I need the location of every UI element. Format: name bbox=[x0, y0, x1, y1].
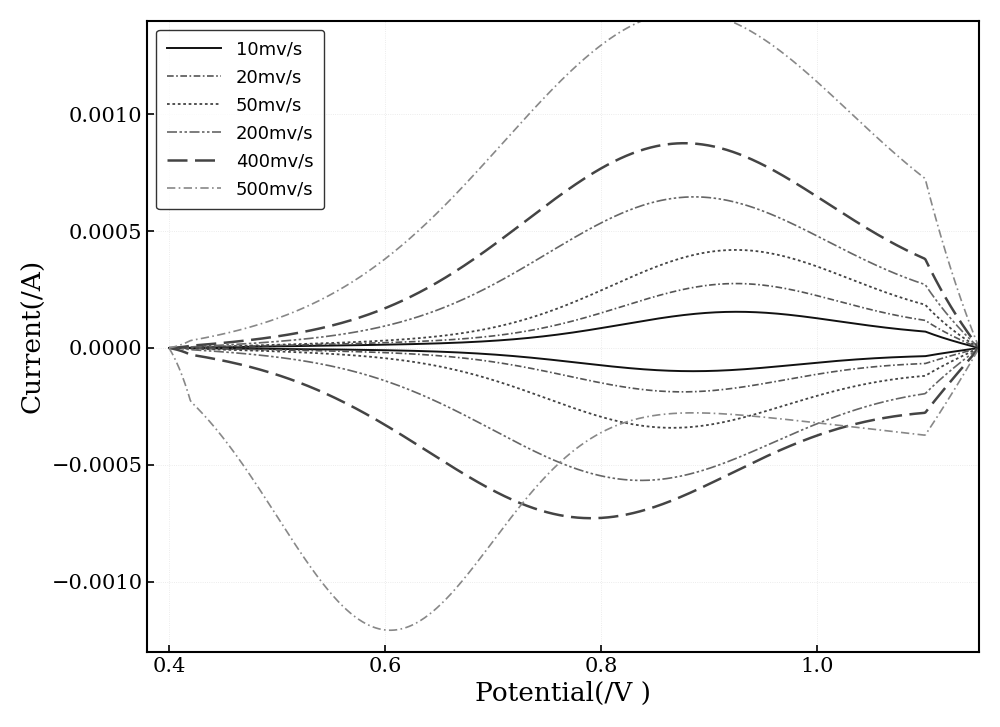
Line: 400mv/s: 400mv/s bbox=[169, 348, 979, 518]
400mv/s bbox=[973, 344, 985, 353]
50mv/s bbox=[778, 401, 790, 410]
200mv/s bbox=[633, 476, 645, 485]
500mv/s bbox=[656, 410, 668, 419]
50mv/s bbox=[680, 423, 692, 432]
Y-axis label: Current(/A): Current(/A) bbox=[21, 259, 46, 414]
500mv/s bbox=[973, 344, 985, 353]
400mv/s bbox=[213, 356, 225, 364]
200mv/s bbox=[778, 433, 790, 442]
200mv/s bbox=[973, 344, 985, 353]
500mv/s bbox=[634, 414, 646, 422]
500mv/s bbox=[680, 409, 692, 417]
Legend: 10mv/s, 20mv/s, 50mv/s, 200mv/s, 400mv/s, 500mv/s: 10mv/s, 20mv/s, 50mv/s, 200mv/s, 400mv/s… bbox=[156, 30, 324, 209]
50mv/s bbox=[666, 423, 678, 432]
200mv/s bbox=[656, 475, 668, 483]
200mv/s bbox=[636, 476, 648, 485]
500mv/s bbox=[384, 626, 396, 635]
20mv/s bbox=[676, 387, 688, 396]
10mv/s bbox=[163, 344, 175, 353]
500mv/s bbox=[213, 428, 225, 437]
20mv/s bbox=[680, 387, 692, 396]
200mv/s bbox=[680, 470, 692, 479]
10mv/s bbox=[655, 366, 667, 374]
Line: 50mv/s: 50mv/s bbox=[169, 348, 979, 427]
Line: 10mv/s: 10mv/s bbox=[169, 348, 979, 371]
500mv/s bbox=[778, 415, 790, 424]
20mv/s bbox=[213, 345, 225, 353]
20mv/s bbox=[778, 376, 790, 385]
200mv/s bbox=[163, 344, 175, 353]
400mv/s bbox=[778, 444, 790, 453]
500mv/s bbox=[862, 425, 874, 433]
500mv/s bbox=[163, 344, 175, 353]
Line: 200mv/s: 200mv/s bbox=[169, 348, 979, 481]
10mv/s bbox=[213, 344, 225, 353]
20mv/s bbox=[973, 344, 985, 353]
400mv/s bbox=[585, 514, 597, 523]
10mv/s bbox=[973, 344, 985, 353]
50mv/s bbox=[163, 344, 175, 353]
400mv/s bbox=[634, 507, 646, 515]
400mv/s bbox=[680, 490, 692, 499]
200mv/s bbox=[213, 348, 225, 356]
10mv/s bbox=[778, 361, 790, 370]
10mv/s bbox=[687, 367, 699, 376]
10mv/s bbox=[633, 365, 645, 374]
20mv/s bbox=[655, 387, 667, 395]
20mv/s bbox=[862, 363, 874, 371]
50mv/s bbox=[973, 344, 985, 353]
400mv/s bbox=[163, 344, 175, 353]
50mv/s bbox=[213, 345, 225, 354]
X-axis label: Potential(/V ): Potential(/V ) bbox=[475, 681, 651, 706]
400mv/s bbox=[656, 500, 668, 509]
50mv/s bbox=[862, 379, 874, 388]
20mv/s bbox=[633, 385, 645, 393]
50mv/s bbox=[633, 421, 645, 430]
200mv/s bbox=[862, 402, 874, 411]
10mv/s bbox=[862, 354, 874, 363]
Line: 500mv/s: 500mv/s bbox=[169, 348, 979, 630]
Line: 20mv/s: 20mv/s bbox=[169, 348, 979, 392]
10mv/s bbox=[679, 366, 691, 375]
50mv/s bbox=[655, 423, 667, 432]
400mv/s bbox=[862, 417, 874, 425]
20mv/s bbox=[163, 344, 175, 353]
